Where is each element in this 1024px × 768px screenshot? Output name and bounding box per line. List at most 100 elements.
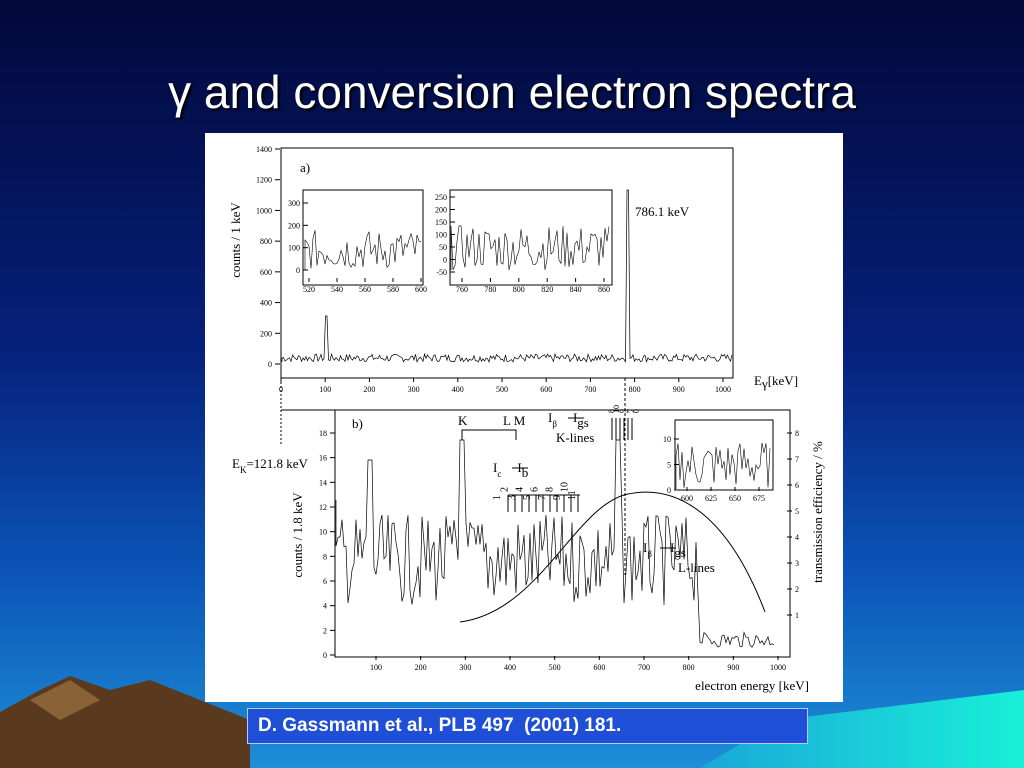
y-tick-label: 1200	[256, 176, 272, 185]
t-from-sub: β	[647, 549, 652, 559]
line-number: 6	[617, 409, 626, 413]
inset-frame	[449, 189, 613, 286]
y-tick-label: 7	[795, 455, 799, 464]
transition-lines: L-lines	[678, 560, 715, 575]
x-tick-label: 200	[363, 385, 375, 394]
line-number: 10	[612, 405, 621, 413]
t-from: I	[643, 540, 647, 555]
t-from-sub: β	[552, 419, 557, 429]
spectrum-trace	[304, 230, 422, 270]
peak-label: 786.1 keV	[635, 204, 690, 219]
t-from-sub: c	[497, 469, 501, 479]
t-to-sub: b	[522, 465, 529, 480]
x-tick-label: 500	[496, 385, 508, 394]
energy-label: EK=121.8 keV	[232, 456, 309, 475]
y-tick-label: 600	[260, 268, 272, 277]
y-tick-label: 0	[296, 266, 300, 275]
y-tick-label: 300	[288, 199, 300, 208]
energy-label-sub: K	[240, 465, 247, 475]
panel-label: b)	[352, 416, 363, 431]
line-number: 2	[500, 487, 511, 492]
line-number: 2	[627, 409, 636, 413]
line-number: 4	[622, 409, 631, 413]
x-tick-label: 540	[331, 285, 343, 294]
line-label: L M	[503, 413, 526, 428]
line-number: 4	[515, 487, 526, 492]
t-from: I	[548, 410, 552, 425]
line-number: 1	[492, 495, 503, 500]
transition: Iβ Igs	[548, 410, 589, 430]
line-number: 3	[507, 495, 518, 500]
x-tick-label: 1000	[715, 385, 731, 394]
y-tick-label: 200	[288, 221, 300, 230]
x-tick-label: 675	[753, 494, 765, 503]
x-axis-label-unit: [keV]	[768, 373, 798, 388]
x-axis-label-main: E	[754, 373, 762, 388]
x-tick-label: 560	[359, 285, 371, 294]
y-tick-label: 1400	[256, 145, 272, 154]
x-tick-label: 625	[705, 494, 717, 503]
x-tick-label: 760	[456, 285, 468, 294]
x-tick-label: 600	[540, 385, 552, 394]
x-tick-label: 840	[570, 285, 582, 294]
spectrum-trace	[450, 225, 610, 270]
line-number: 8	[607, 409, 616, 413]
figure-content: a) 786.1 keV counts / 1 keV Eγ[keV] b) c…	[228, 145, 825, 693]
x-tick-label: 500	[549, 663, 561, 672]
x-tick-label: 600	[593, 663, 605, 672]
y-tick-label: 800	[260, 237, 272, 246]
y2-axis-label: transmission efficiency / %	[810, 441, 825, 583]
transition: Ic Ib	[493, 460, 528, 480]
panel-b-frame	[334, 409, 791, 658]
y-tick-label: 8	[323, 552, 327, 561]
t-to: I	[517, 460, 521, 475]
y-tick-label: 4	[795, 533, 799, 542]
y-tick-label: 1000	[256, 206, 272, 215]
slide-title: γ and conversion electron spectra	[168, 66, 856, 118]
y-tick-label: 8	[795, 429, 799, 438]
x-tick-label: 700	[584, 385, 596, 394]
y-tick-label: 0	[323, 651, 327, 660]
t-from: I	[493, 460, 497, 475]
y-tick-label: 1	[795, 611, 799, 620]
t-to-sub: gs	[577, 415, 589, 430]
y-tick-label: -50	[436, 268, 447, 277]
y-tick-label: 10	[663, 435, 671, 444]
energy-label-main: E	[232, 456, 240, 471]
x-tick-label: 600	[415, 285, 427, 294]
y-tick-label: 0	[443, 256, 447, 265]
x-tick-label: 100	[319, 385, 331, 394]
line-number: 6	[530, 487, 541, 492]
y-tick-label: 18	[319, 429, 327, 438]
line-label: K	[458, 413, 468, 428]
line-number: 7	[537, 495, 548, 500]
x-tick-label: 600	[681, 494, 693, 503]
y-tick-label: 3	[795, 559, 799, 568]
energy-label-value: =121.8 keV	[246, 456, 308, 471]
y-tick-label: 5	[795, 507, 799, 516]
y-tick-label: 10	[319, 528, 327, 537]
mountain-light	[30, 680, 100, 720]
y-tick-label: 14	[319, 478, 327, 487]
y-tick-label: 4	[323, 602, 327, 611]
water	[700, 690, 1024, 768]
y-tick-label: 6	[323, 577, 327, 586]
x-tick-label: 300	[459, 663, 471, 672]
inset-frame	[302, 189, 424, 286]
y-tick-label: 5	[667, 461, 671, 470]
panel-label: a)	[300, 160, 310, 175]
y-tick-label: 50	[439, 243, 447, 252]
x-tick-label: 800	[513, 285, 525, 294]
x-tick-label: 0	[279, 385, 283, 394]
x-axis-label: electron energy [keV]	[695, 678, 809, 693]
panel-a-frame	[280, 147, 734, 379]
x-tick-label: 650	[729, 494, 741, 503]
bracket	[461, 429, 517, 440]
x-tick-label: 400	[504, 663, 516, 672]
inset-frame	[674, 419, 774, 491]
line-number: 10	[560, 482, 571, 492]
x-axis-label-sub: γ	[761, 376, 768, 391]
figure-background	[205, 133, 843, 702]
x-tick-label: 820	[541, 285, 553, 294]
caption: D. Gassmann et al., PLB 497 (2001) 181.	[247, 708, 808, 744]
